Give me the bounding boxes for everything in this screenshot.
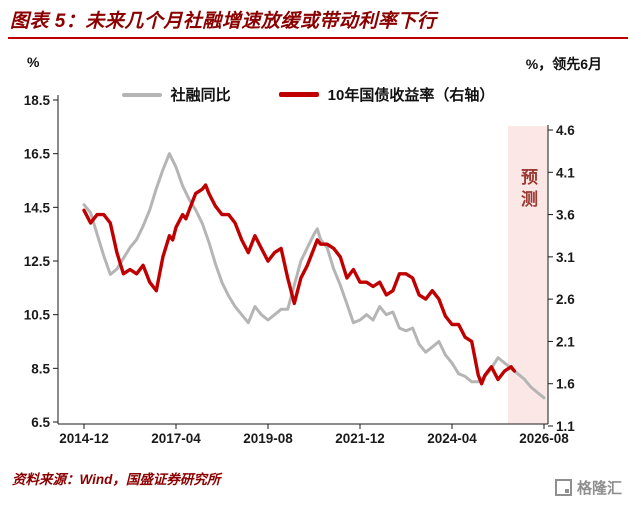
left-tick-label: 16.5 (24, 147, 51, 162)
left-tick-label: 18.5 (24, 93, 51, 108)
legend-item-sherong: 社融同比 (121, 84, 231, 105)
left-tick-label: 12.5 (24, 254, 51, 269)
left-tick-label: 8.5 (31, 361, 50, 376)
legend-label-yield: 10年国债收益率（右轴） (327, 87, 495, 104)
x-tick-label: 2019-08 (243, 431, 293, 446)
series-sherong (82, 152, 546, 400)
left-tick-label: 10.5 (24, 308, 51, 323)
x-tick-label: 2021-12 (335, 431, 385, 446)
left-axis-unit: % (27, 54, 40, 70)
x-tick-label: 2014-12 (59, 431, 109, 446)
right-tick-label: 4.1 (556, 165, 575, 180)
right-tick-label: 3.6 (556, 208, 575, 223)
right-tick-label: 4.6 (556, 123, 575, 138)
right-axis-unit: %，领先6月 (525, 56, 602, 72)
chart-title-text: 未来几个月社融增速放缓或带动利率下行 (85, 11, 437, 32)
forecast-band (507, 126, 548, 424)
left-tick-label: 14.5 (24, 200, 51, 215)
title-divider (8, 37, 628, 39)
gray-line-swatch (121, 92, 162, 97)
legend-label-sherong: 社融同比 (170, 87, 231, 104)
chart-title: 图表 5：未来几个月社融增速放缓或带动利率下行 (10, 6, 436, 33)
x-tick-label: 2026-08 (519, 431, 569, 446)
chart-title-prefix: 图表 5： (10, 11, 86, 32)
right-tick-label: 2.1 (556, 334, 575, 349)
source-note: 资料来源：Wind，国盛证券研究所 (12, 472, 221, 487)
gelonghui-logo: 格隆汇 (554, 477, 622, 498)
gelonghui-logo-icon (554, 479, 572, 496)
legend-item-yield: 10年国债收益率（右轴） (278, 84, 495, 105)
left-tick-label: 6.5 (31, 415, 50, 430)
x-tick-label: 2017-04 (151, 431, 201, 446)
red-line-swatch (278, 92, 319, 97)
x-tick-label: 2024-04 (427, 431, 477, 446)
series-yield (82, 183, 517, 386)
legend: 社融同比 10年国债收益率（右轴） (58, 84, 558, 105)
gelonghui-logo-text: 格隆汇 (576, 480, 622, 497)
right-tick-label: 1.1 (556, 419, 575, 434)
forecast-label: 预测 (518, 168, 537, 212)
right-tick-label: 1.6 (556, 377, 575, 392)
right-tick-label: 3.1 (556, 250, 575, 265)
right-tick-label: 2.6 (556, 292, 575, 307)
